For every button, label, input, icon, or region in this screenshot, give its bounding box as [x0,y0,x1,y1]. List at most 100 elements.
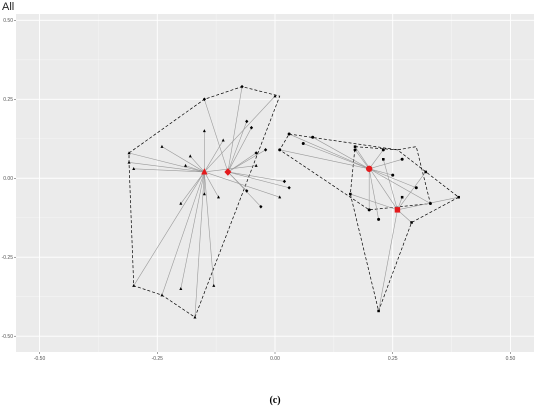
group-2-centroid [224,168,232,176]
group-4-point [424,170,427,174]
group-3-spoke [369,168,417,189]
group-3-point [377,217,381,221]
group-1-spoke [128,152,205,173]
group-4-point [353,145,357,148]
group-2-point [245,119,249,124]
group-2-point [282,179,287,184]
group-4-spoke [354,146,398,211]
group-1-point [273,94,277,98]
group-4-spoke [397,171,426,211]
group-3-spoke [369,159,403,170]
group-2-spoke [227,152,257,173]
group-1-point [184,163,188,167]
group-1-point [132,166,136,170]
group-4-point [377,309,380,313]
x-tick-label: 0.00 [270,356,280,362]
group-1-point [188,154,192,158]
figure-caption: (c) [269,395,281,406]
group-1-point [160,293,164,297]
group-3-spoke [368,149,384,169]
group-1-point [132,283,136,287]
group-2-spoke [227,127,252,173]
group-4-centroid [394,207,401,213]
group-4-spoke [397,196,459,211]
group-3-spoke [354,149,370,169]
group-1-spoke [194,171,205,318]
group-1-point [179,287,183,291]
group-4-point [400,195,404,199]
group-2-spoke [227,171,290,189]
group-2-spoke [204,99,229,173]
y-axis-ticks: 0.50 0.25 0.00 -0.25 -0.50 [2,18,16,340]
group-4-point [349,192,352,196]
major-grid [16,14,534,352]
group-1-spoke [161,171,205,296]
group-2-point [263,148,268,152]
x-axis-ticks: -0.50 -0.25 0.00 0.25 0.50 [34,352,516,362]
group-centroids [201,165,401,213]
group-1-centroid [201,168,208,175]
x-tick-label: -0.50 [34,356,46,362]
group-3-point [381,148,385,152]
group-1-spoke [133,171,205,286]
group-3-spoke [312,136,370,170]
group-2-point [202,97,207,102]
group-3-point [353,148,357,152]
group-2-point [259,204,263,209]
group-1-point [193,315,197,319]
group-2-point [245,189,249,193]
y-tick-label: 0.25 [3,97,13,103]
group-1-point [254,163,258,167]
group-1-spoke [161,146,205,173]
group-1-spoke [204,165,257,173]
group-3-point [428,202,432,206]
x-tick-label: -0.25 [152,356,164,362]
group-3-point [301,142,305,146]
group-1-spoke [204,171,215,286]
group-1-point [202,192,206,196]
group-3-spoke [369,168,393,176]
group-3-point [287,132,291,136]
group-2-spoke [227,121,248,173]
group-2-spoke [227,171,285,182]
group-1-spoke [180,171,205,204]
group-1-point [127,151,131,155]
group-2-point [240,84,244,89]
group-3-point [311,135,315,139]
group-1-spoke [204,140,224,173]
group-3-spoke [303,143,370,170]
group-3-point [414,186,418,190]
group-2-point [287,185,291,190]
y-tick-label: 0.00 [3,176,13,182]
group-3-spoke [368,168,379,220]
group-1-spoke [133,168,205,173]
group-3-spoke [289,133,370,170]
data-points [127,84,460,319]
group-3-point [367,208,371,212]
group-3-centroid [365,165,373,172]
group-4-point [410,221,413,224]
group-1-spoke [204,171,219,198]
group-1-spoke [180,171,205,289]
y-tick-label: -0.50 [2,334,14,340]
y-tick-label: 0.50 [3,18,13,24]
group-4-spoke [378,209,398,311]
group-1-point [221,138,225,142]
y-tick-label: -0.25 [2,255,14,261]
group-3-point [278,148,282,152]
group-1-spoke [185,165,205,173]
x-tick-label: 0.25 [388,356,398,362]
group-1-point [160,144,164,148]
group-3-point [391,173,395,177]
group-1-spoke [204,95,276,173]
group-4-point [382,158,385,161]
group-3-spoke [279,149,370,170]
group-2-point [249,125,254,130]
group-1-spoke [190,155,205,173]
group-1-point [202,129,206,133]
group-1-point [127,160,131,164]
x-tick-label: 0.50 [506,356,516,362]
group-4-point [457,195,460,199]
group-2-spoke [227,171,262,207]
